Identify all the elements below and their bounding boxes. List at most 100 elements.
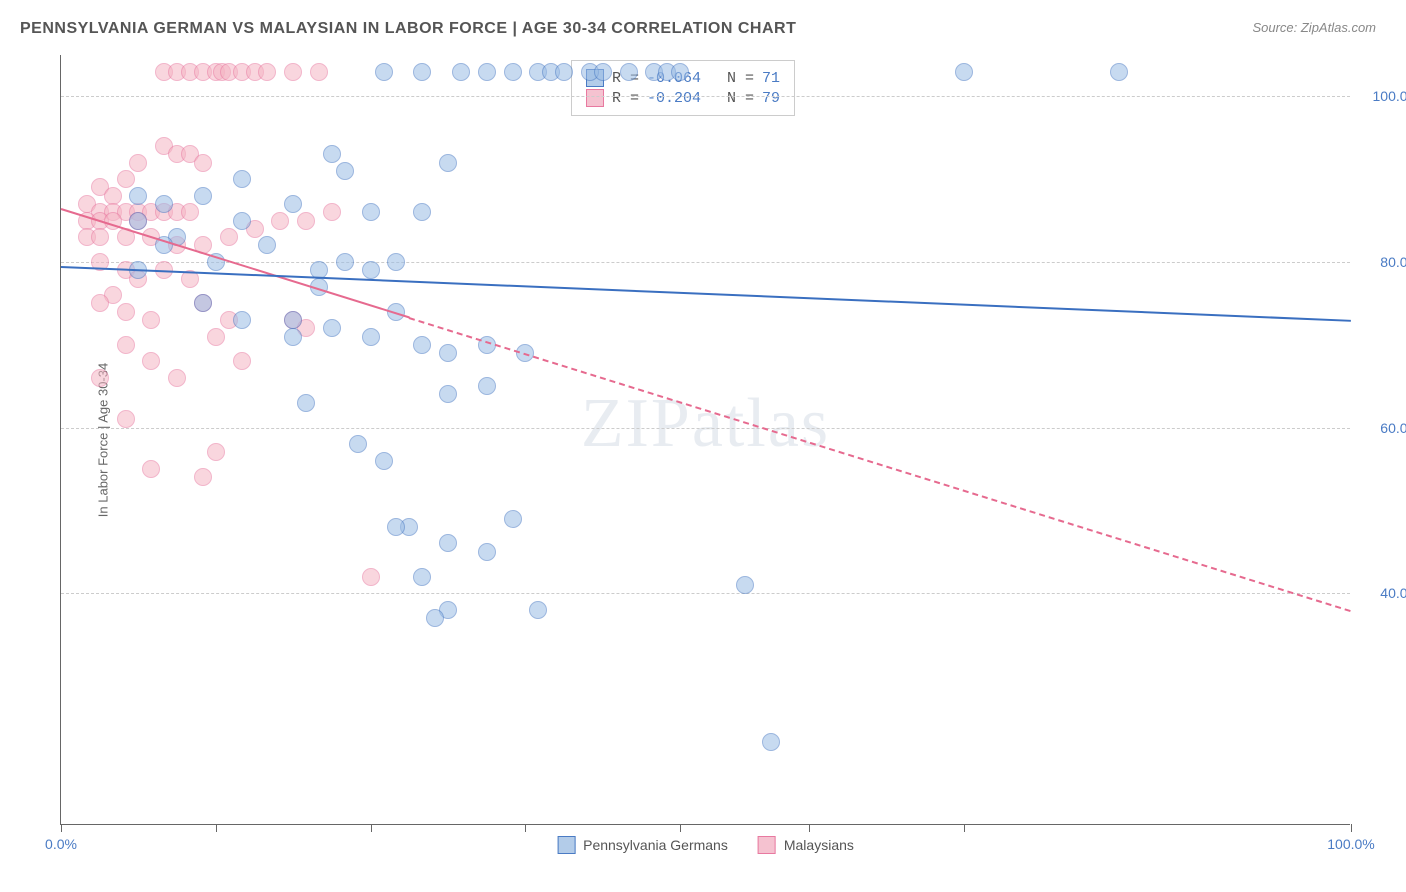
scatter-point: [207, 443, 225, 461]
source-label: Source: ZipAtlas.com: [1252, 20, 1376, 35]
scatter-point: [349, 435, 367, 453]
chart-title: PENNSYLVANIA GERMAN VS MALAYSIAN IN LABO…: [20, 20, 796, 38]
scatter-point: [91, 369, 109, 387]
legend-label-a: Pennsylvania Germans: [583, 837, 728, 853]
swatch-pink-icon: [586, 89, 604, 107]
scatter-point: [142, 311, 160, 329]
scatter-point: [117, 303, 135, 321]
scatter-point: [426, 609, 444, 627]
scatter-point: [271, 212, 289, 230]
x-tick: [525, 824, 526, 832]
scatter-point: [323, 319, 341, 337]
chart-container: PENNSYLVANIA GERMAN VS MALAYSIAN IN LABO…: [0, 0, 1406, 892]
scatter-point: [671, 63, 689, 81]
scatter-point: [529, 601, 547, 619]
scatter-point: [736, 576, 754, 594]
scatter-point: [452, 63, 470, 81]
scatter-point: [194, 187, 212, 205]
scatter-point: [504, 63, 522, 81]
scatter-point: [194, 154, 212, 172]
scatter-point: [142, 352, 160, 370]
scatter-point: [207, 328, 225, 346]
scatter-point: [284, 63, 302, 81]
x-tick: [964, 824, 965, 832]
scatter-point: [233, 311, 251, 329]
scatter-point: [387, 518, 405, 536]
scatter-point: [155, 195, 173, 213]
scatter-point: [1110, 63, 1128, 81]
scatter-point: [439, 344, 457, 362]
scatter-point: [284, 328, 302, 346]
scatter-point: [233, 212, 251, 230]
scatter-point: [129, 154, 147, 172]
scatter-point: [181, 203, 199, 221]
scatter-point: [117, 336, 135, 354]
scatter-point: [297, 394, 315, 412]
scatter-point: [439, 534, 457, 552]
scatter-point: [413, 568, 431, 586]
scatter-point: [117, 410, 135, 428]
legend-item-b: Malaysians: [758, 836, 854, 854]
gridline-h: [61, 96, 1350, 97]
gridline-h: [61, 428, 1350, 429]
x-tick: [809, 824, 810, 832]
scatter-point: [413, 63, 431, 81]
trend-line: [409, 317, 1351, 612]
scatter-point: [375, 452, 393, 470]
scatter-point: [323, 145, 341, 163]
x-tick: [61, 824, 62, 832]
scatter-point: [284, 311, 302, 329]
scatter-point: [336, 162, 354, 180]
x-tick: [680, 824, 681, 832]
scatter-point: [91, 294, 109, 312]
legend-label-b: Malaysians: [784, 837, 854, 853]
scatter-point: [117, 170, 135, 188]
scatter-point: [129, 212, 147, 230]
y-tick-label: 100.0%: [1360, 88, 1406, 104]
y-tick-label: 80.0%: [1360, 254, 1406, 270]
scatter-point: [297, 212, 315, 230]
scatter-point: [168, 369, 186, 387]
scatter-point: [310, 63, 328, 81]
scatter-point: [478, 63, 496, 81]
scatter-point: [762, 733, 780, 751]
scatter-point: [362, 328, 380, 346]
scatter-point: [439, 154, 457, 172]
scatter-point: [194, 468, 212, 486]
scatter-point: [91, 228, 109, 246]
x-tick-label: 100.0%: [1327, 836, 1374, 852]
legend-swatch-pink-icon: [758, 836, 776, 854]
scatter-point: [478, 543, 496, 561]
scatter-point: [142, 460, 160, 478]
scatter-point: [955, 63, 973, 81]
r-value-b: -0.204: [647, 90, 701, 107]
scatter-point: [362, 203, 380, 221]
scatter-point: [104, 187, 122, 205]
scatter-point: [387, 253, 405, 271]
n-label-b: N =: [727, 90, 754, 107]
scatter-point: [478, 377, 496, 395]
scatter-point: [258, 236, 276, 254]
n-value-b: 79: [762, 90, 780, 107]
scatter-point: [413, 203, 431, 221]
scatter-point: [620, 63, 638, 81]
gridline-h: [61, 262, 1350, 263]
scatter-point: [220, 228, 238, 246]
gridline-h: [61, 593, 1350, 594]
scatter-point: [194, 294, 212, 312]
legend-swatch-blue-icon: [557, 836, 575, 854]
scatter-point: [439, 385, 457, 403]
y-tick-label: 40.0%: [1360, 585, 1406, 601]
y-tick-label: 60.0%: [1360, 420, 1406, 436]
scatter-point: [555, 63, 573, 81]
scatter-point: [129, 187, 147, 205]
plot-area: In Labor Force | Age 30-34 ZIPatlas R = …: [60, 55, 1350, 825]
legend-item-a: Pennsylvania Germans: [557, 836, 728, 854]
scatter-point: [413, 336, 431, 354]
trend-line: [61, 266, 1351, 322]
x-tick: [216, 824, 217, 832]
n-label: N =: [727, 70, 754, 87]
scatter-point: [362, 568, 380, 586]
scatter-point: [323, 203, 341, 221]
scatter-point: [594, 63, 612, 81]
